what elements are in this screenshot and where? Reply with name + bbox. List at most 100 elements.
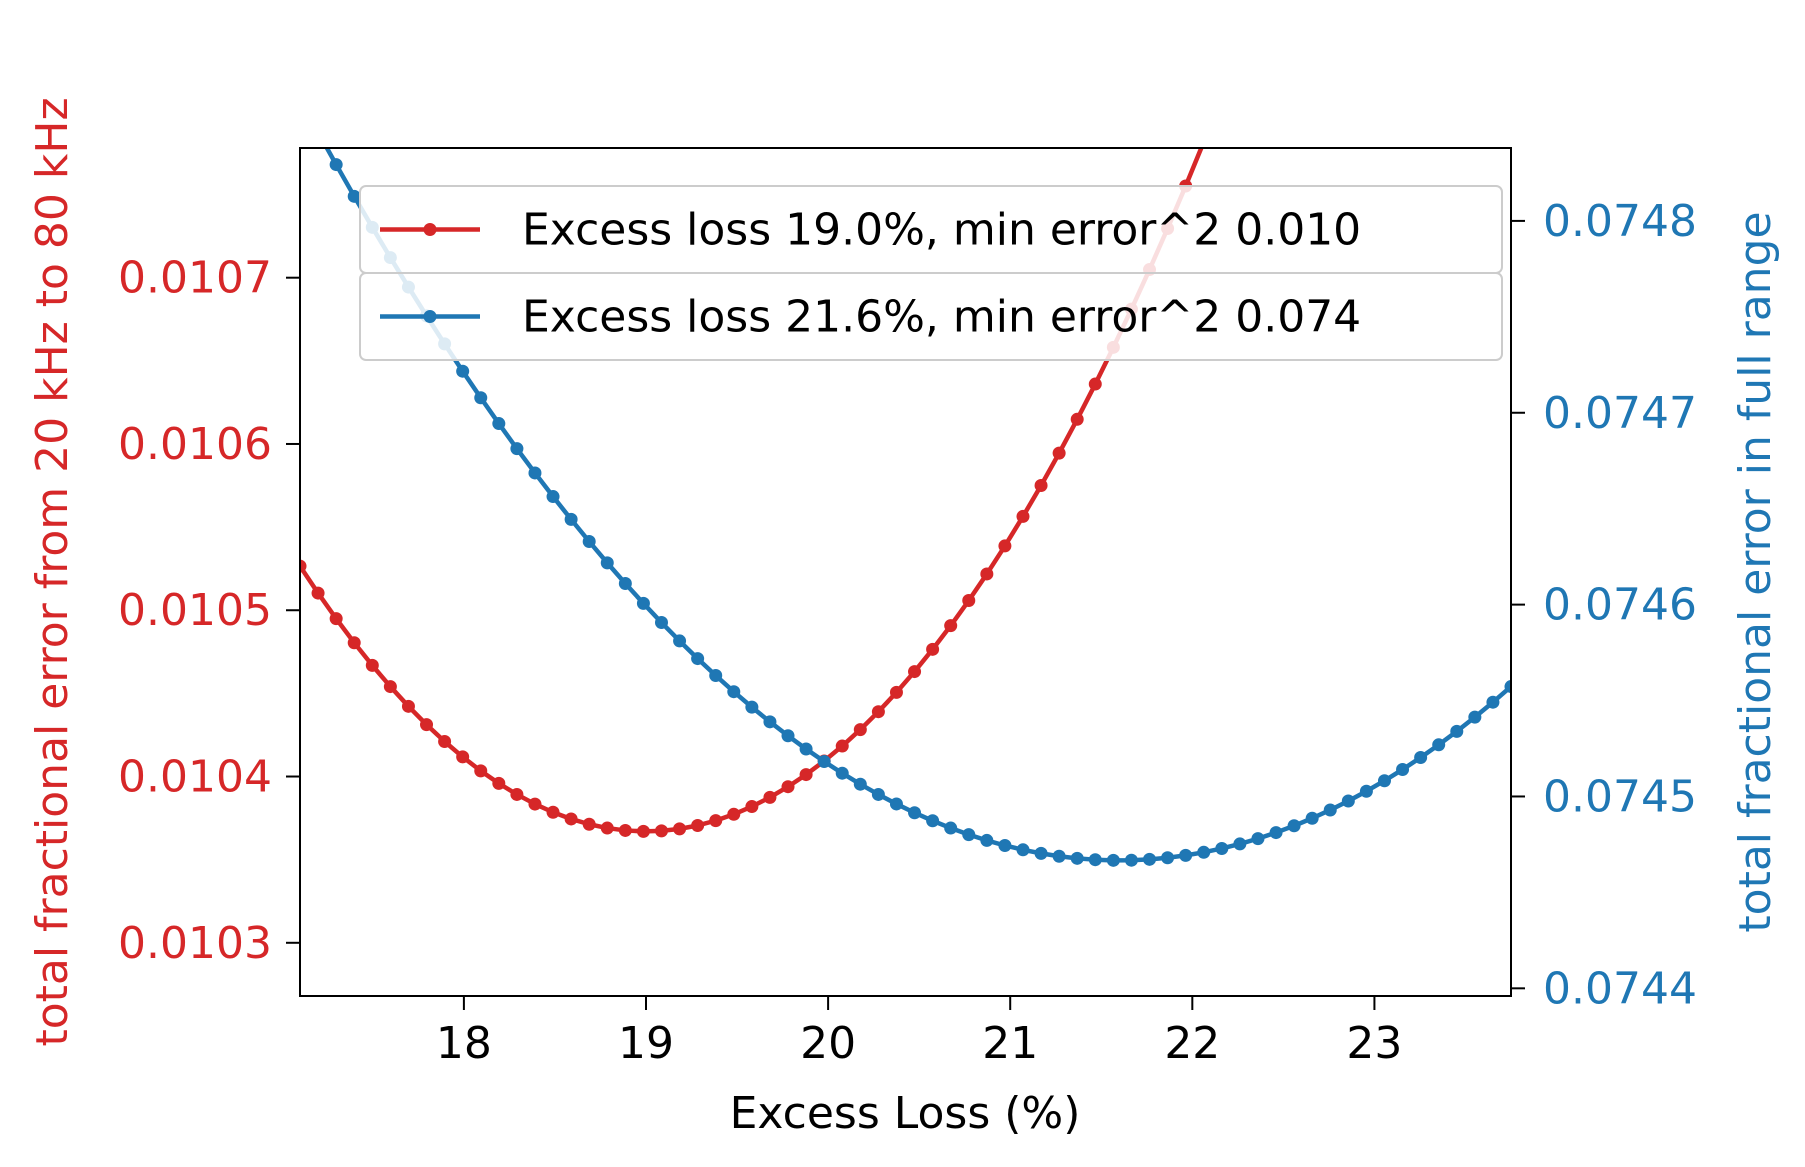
data-point: [1088, 377, 1102, 391]
right-y-tick-label: 0.0744: [1543, 963, 1697, 1014]
data-point: [1359, 784, 1373, 798]
data-point: [564, 512, 578, 526]
data-point: [1323, 803, 1337, 817]
data-point: [618, 576, 632, 590]
data-point: [835, 766, 849, 780]
data-point: [312, 126, 325, 139]
legend-label: Excess loss 19.0%, min error^2 0.010: [522, 205, 1361, 256]
data-point: [492, 417, 506, 431]
data-point: [1432, 738, 1446, 752]
x-axis: 18 19 20 21 22 23: [436, 996, 1402, 1069]
data-point: [691, 652, 705, 666]
data-point: [709, 669, 723, 683]
data-point: [300, 559, 307, 573]
data-point: [998, 838, 1012, 852]
data-point: [908, 806, 922, 820]
data-point: [944, 821, 958, 835]
data-point: [853, 777, 867, 791]
data-point: [817, 754, 831, 768]
data-point: [1287, 819, 1301, 833]
data-point: [763, 790, 777, 804]
data-point: [401, 699, 415, 713]
data-point: [311, 586, 325, 600]
data-point: [510, 787, 524, 801]
data-point: [998, 539, 1012, 553]
series-layer: [300, 0, 1511, 867]
x-tick-label: 18: [436, 1018, 492, 1069]
left-y-tick-label: 0.0103: [118, 918, 272, 969]
data-point: [745, 700, 759, 714]
data-point: [582, 817, 596, 831]
data-point: [1215, 841, 1229, 855]
data-point: [636, 824, 650, 838]
plot-frame: [299, 147, 1512, 997]
legend-marker-swatch: [423, 310, 437, 323]
x-tick-label: 21: [982, 1018, 1038, 1069]
data-point: [1201, 148, 1207, 149]
data-point: [654, 616, 668, 630]
data-point: [980, 567, 994, 581]
data-point: [727, 807, 741, 821]
data-point: [1468, 710, 1482, 724]
data-point: [546, 490, 560, 504]
data-point: [1251, 0, 1264, 8]
data-point: [962, 594, 976, 608]
legend: Excess loss 19.0%, min error^2 0.010 Exce…: [359, 185, 1503, 361]
data-point: [456, 750, 470, 764]
data-point: [1269, 826, 1283, 840]
data-point: [799, 742, 813, 756]
legend-label: Excess loss 21.6%, min error^2 0.074: [522, 292, 1361, 343]
x-tick-label: 19: [618, 1018, 674, 1069]
data-point: [962, 828, 976, 842]
data-point: [1251, 832, 1265, 846]
legend-entry-2: Excess loss 21.6%, min error^2 0.074: [359, 272, 1503, 361]
data-point: [1034, 846, 1048, 860]
data-point: [600, 821, 614, 835]
left-y-axis-label: total fractional error from 20 kHz to 80…: [27, 97, 78, 1046]
data-point: [618, 823, 632, 837]
data-point: [853, 723, 867, 737]
x-tick-label: 20: [800, 1018, 856, 1069]
data-point: [1106, 853, 1120, 867]
data-point: [365, 658, 379, 672]
data-point: [1179, 848, 1193, 862]
data-point: [636, 596, 650, 610]
data-point: [510, 442, 524, 456]
data-point: [347, 189, 361, 203]
x-axis-label: Excess Loss (%): [730, 1088, 1081, 1139]
data-point: [1233, 837, 1247, 851]
right-y-tick-label: 0.0748: [1543, 196, 1697, 247]
data-point: [1504, 680, 1511, 694]
data-point: [1161, 851, 1175, 865]
data-point: [1143, 852, 1157, 866]
data-point: [889, 685, 903, 699]
data-point: [745, 800, 759, 814]
data-point: [871, 705, 885, 719]
data-point: [1215, 90, 1228, 103]
data-point: [1070, 851, 1084, 865]
data-point: [709, 814, 723, 828]
data-point: [1486, 695, 1500, 709]
data-point: [1233, 43, 1246, 56]
data-point: [347, 636, 361, 650]
legend-marker-swatch: [423, 223, 437, 236]
data-point: [528, 466, 542, 480]
data-point: [673, 822, 687, 836]
data-point: [1016, 843, 1030, 857]
legend-box: [359, 272, 1503, 361]
data-point: [1341, 794, 1355, 808]
data-point: [600, 556, 614, 570]
data-point: [329, 158, 343, 172]
left-y-tick-label: 0.0105: [118, 585, 272, 636]
data-point: [691, 818, 705, 832]
series-line: [300, 148, 1204, 834]
right-y-tick-label: 0.0746: [1543, 580, 1697, 631]
data-point: [1197, 845, 1211, 859]
data-point: [926, 814, 940, 828]
data-point: [456, 364, 470, 378]
data-point: [835, 739, 849, 753]
data-point: [944, 619, 958, 633]
data-point: [1052, 849, 1066, 863]
data-point: [420, 718, 434, 732]
left-y-tick-label: 0.0106: [118, 419, 272, 470]
